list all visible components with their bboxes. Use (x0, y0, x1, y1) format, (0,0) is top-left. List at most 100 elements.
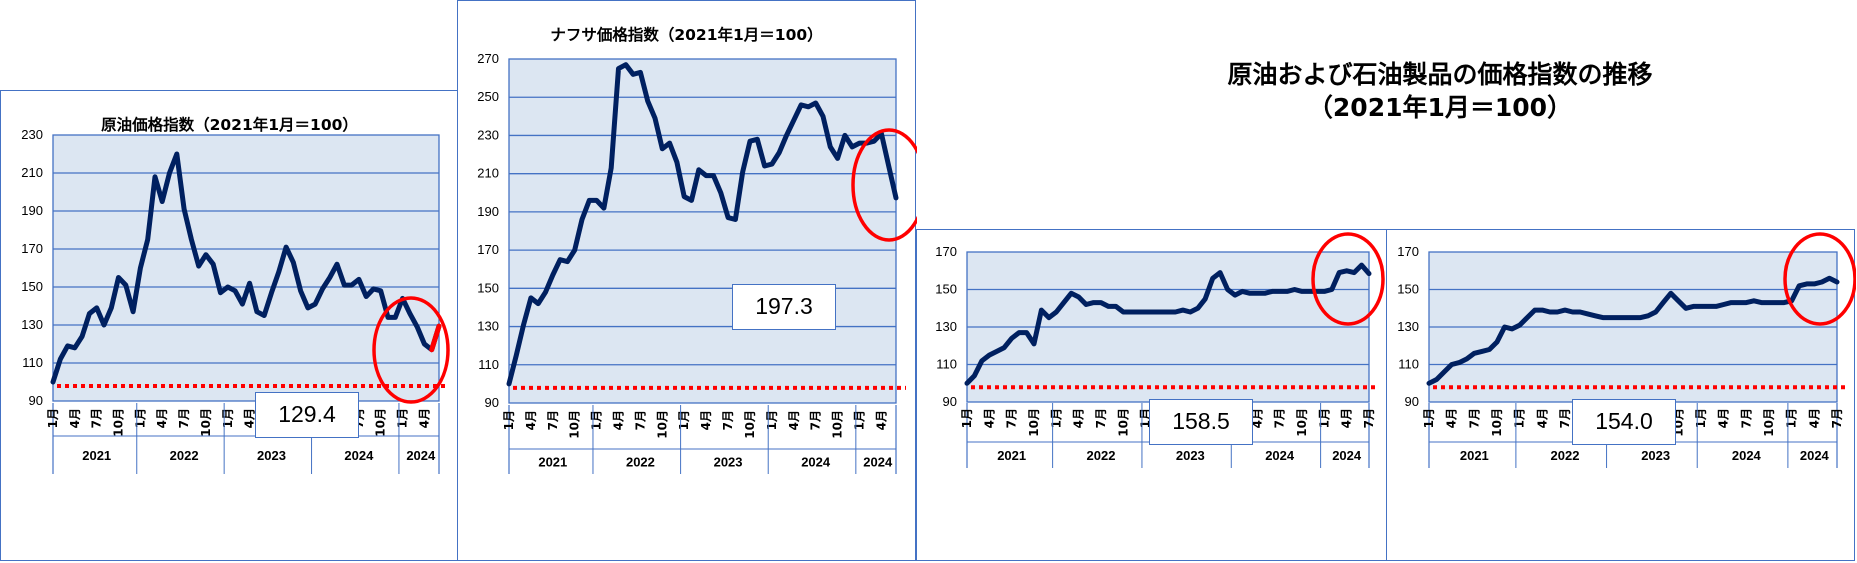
gasoline-y-tick-label: 150 (935, 282, 957, 297)
gasoline-x-month-label: 4月 (982, 408, 996, 428)
crude-y-tick-label: 170 (21, 241, 43, 256)
naphtha-y-tick-label: 250 (477, 89, 499, 104)
naphtha-series-line (506, 62, 899, 387)
crude-x-month-label: 1月 (133, 408, 147, 428)
kerosene-x-month-label: 1月 (1513, 408, 1527, 428)
naphtha-x-month-label: 7月 (546, 410, 560, 430)
crude-latest-highlight-ellipse (372, 296, 450, 404)
naphtha-y-tick-label: 90 (485, 395, 499, 410)
naphtha-x-month-label: 7月 (809, 410, 823, 430)
gasoline-x-month-label: 7月 (1094, 408, 1108, 428)
crude-x-month-label: 4月 (155, 408, 169, 428)
kerosene-x-month-label: 10月 (1490, 408, 1504, 437)
gasoline-x-month-label: 4月 (1250, 408, 1264, 428)
gasoline-latest-value: 158.5 (1149, 399, 1253, 445)
crude-x-month-label: 4月 (68, 408, 82, 428)
naphtha-x-month-label: 7月 (633, 410, 647, 430)
crude-oil-chart-title: 原油価格指数（2021年1月＝100） (101, 116, 358, 134)
crude-series-line (50, 151, 442, 385)
naphtha-x-month-label: 10月 (655, 410, 669, 439)
gasoline-chart: 90 110 130 150 170 1月 4月 7月 10月 1月 4月 7月 10月 1月 4月 7月 10… (935, 232, 1385, 468)
gasoline-x-month-label: 7月 (1273, 408, 1287, 428)
crude-y-tick-label: 190 (21, 203, 43, 218)
main-title: 原油および石油製品の価格指数の推移 （2021年1月＝100） (1000, 58, 1857, 124)
crude-x-month-label: 10月 (199, 408, 213, 437)
naphtha-y-tick-label: 270 (477, 51, 499, 66)
crude-x-month-label: 1月 (221, 408, 235, 428)
naphtha-latest-highlight-ellipse (851, 128, 917, 242)
kerosene-latest-value: 154.0 (1572, 399, 1676, 445)
kerosene-x-month-label: 10月 (1762, 408, 1776, 437)
naphtha-y-tick-label: 170 (477, 242, 499, 257)
gasoline-x-month-label: 1月 (1317, 408, 1331, 428)
naphtha-plot-area (508, 58, 897, 404)
crude-x-month-label: 10月 (374, 408, 388, 437)
naphtha-x-month-label: 4月 (874, 410, 888, 430)
crude-x-month-label: 4月 (243, 408, 257, 428)
naphtha-latest-value: 197.3 (732, 284, 836, 330)
kerosene-x-year-label: 2022 (1551, 448, 1580, 463)
gasoline-x-year-label: 2022 (1087, 448, 1116, 463)
naphtha-y-tick-label: 130 (477, 319, 499, 334)
crude-x-month-label: 7月 (90, 408, 104, 428)
kerosene-x-month-label: 7月 (1830, 408, 1844, 428)
gasoline-y-tick-label: 170 (935, 244, 957, 259)
crude-x-month-label: 1月 (396, 408, 410, 428)
kerosene-x-month-label: 4月 (1807, 408, 1821, 428)
crude-y-tick-label: 90 (29, 393, 43, 408)
kerosene-x-month-label: 1月 (1422, 408, 1436, 428)
naphtha-y-tick-label: 210 (477, 166, 499, 181)
crude-x-year-label: 2024 (344, 448, 374, 463)
kerosene-y-tick-label: 110 (1398, 357, 1419, 372)
crude-oil-chart: 90 110 130 150 170 190 210 230 1月 4月 7月 10月 1月 4月 7月 10… (21, 127, 450, 474)
crude-x-month-label: 4月 (417, 408, 431, 428)
kerosene-x-month-label: 7月 (1467, 408, 1481, 428)
naphtha-x-year-label: 2024 (801, 455, 831, 470)
kerosene-latest-highlight-ellipse (1783, 232, 1856, 326)
kerosene-y-tick-label: 90 (1405, 394, 1419, 409)
crude-y-tick-label: 110 (22, 355, 43, 370)
gasoline-latest-highlight-ellipse (1311, 232, 1385, 326)
naphtha-x-month-label: 10月 (831, 410, 845, 439)
crude-x-year-label: 2023 (257, 448, 286, 463)
crude-y-tick-label: 230 (21, 127, 43, 142)
crude-x-year-label: 2024 (406, 448, 436, 463)
crude-x-year-label: 2022 (170, 448, 199, 463)
kerosene-y-tick-label: 130 (1397, 319, 1419, 334)
naphtha-x-year-label: 2022 (626, 455, 655, 470)
gasoline-x-month-label: 1月 (1049, 408, 1063, 428)
gasoline-y-tick-label: 130 (935, 319, 957, 334)
kerosene-y-tick-label: 170 (1397, 244, 1419, 259)
naphtha-x-month-label: 4月 (787, 410, 801, 430)
gasoline-x-month-label: 7月 (1005, 408, 1019, 428)
gasoline-x-month-label: 10月 (1116, 408, 1130, 437)
crude-oil-chart-panel: 原油価格指数（2021年1月＝100） 90 110 130 150 170 190 210… (0, 90, 459, 561)
kerosene-x-year-label: 2024 (1800, 448, 1830, 463)
crude-x-year-label: 2021 (82, 448, 111, 463)
kerosene-x-month-label: 4月 (1445, 408, 1459, 428)
kerosene-x-month-label: 1月 (1785, 408, 1799, 428)
naphtha-y-tick-label: 150 (477, 280, 499, 295)
gasoline-x-year-label: 2021 (997, 448, 1026, 463)
crude-x-month-label: 1月 (46, 408, 60, 428)
naphtha-x-month-label: 1月 (502, 410, 516, 430)
naphtha-x-month-label: 4月 (699, 410, 713, 430)
kerosene-x-month-label: 4月 (1717, 408, 1731, 428)
crude-x-month-label: 10月 (112, 408, 126, 437)
naphtha-y-tick-label: 190 (477, 204, 499, 219)
gasoline-x-month-label: 10月 (1295, 408, 1309, 437)
kerosene-x-year-label: 2021 (1460, 448, 1489, 463)
gasoline-x-month-label: 4月 (1340, 408, 1354, 428)
crude-y-tick-label: 130 (21, 317, 43, 332)
crude-y-tick-label: 150 (21, 279, 43, 294)
gasoline-x-month-label: 1月 (960, 408, 974, 428)
naphtha-x-month-label: 1月 (677, 410, 691, 430)
kerosene-x-month-label: 7月 (1558, 408, 1572, 428)
crude-oil-latest-value: 129.4 (255, 392, 359, 438)
main-title-line1: 原油および石油製品の価格指数の推移 (1227, 60, 1653, 89)
naphtha-chart-title: ナフサ価格指数（2021年1月＝100） (550, 26, 823, 44)
crude-latest-segment (429, 323, 442, 353)
naphtha-x-year-label: 2023 (714, 455, 743, 470)
gasoline-x-year-label: 2024 (1332, 448, 1362, 463)
